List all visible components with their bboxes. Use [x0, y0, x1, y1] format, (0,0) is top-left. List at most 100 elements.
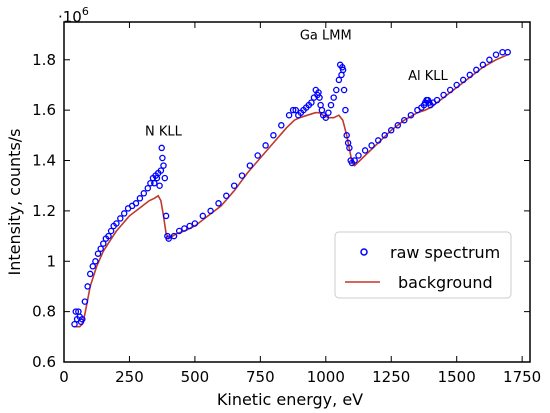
raw-spectrum-point: [207, 207, 214, 215]
legend-label-background: background: [398, 273, 493, 292]
x-tick-label: 1750: [503, 368, 541, 386]
raw-spectrum-point: [440, 91, 447, 99]
raw-spectrum-point: [97, 245, 104, 252]
raw-spectrum-point: [361, 147, 369, 154]
raw-spectrum-point: [161, 174, 169, 182]
raw-spectrum-point: [262, 142, 269, 149]
legend-label-raw-spectrum: raw spectrum: [390, 243, 500, 262]
raw-spectrum-point: [459, 76, 467, 84]
y-axis-title: Intensity, counts/s: [5, 128, 24, 275]
raw-spectrum-point: [117, 215, 124, 222]
raw-spectrum-point: [71, 320, 78, 328]
raw-spectrum-point: [165, 235, 172, 242]
raw-spectrum-point: [285, 111, 293, 119]
background-line: [74, 53, 509, 328]
raw-spectrum-point: [223, 192, 230, 200]
y-tick-label: 1.4: [32, 152, 56, 170]
peak-annotations: N KLL Ga LMM Al KLL: [145, 29, 448, 140]
y-tick-label: 0.6: [32, 353, 56, 371]
plot-frame: [63, 21, 531, 363]
raw-spectrum-point: [316, 94, 323, 101]
x-tick-label: 500: [181, 368, 210, 386]
raw-spectrum-point: [342, 106, 349, 114]
raw-spectrum-point: [162, 212, 170, 220]
raw-spectrum-point: [94, 250, 102, 257]
raw-spectrum-point: [175, 227, 183, 235]
raw-spectrum-point: [346, 144, 353, 152]
raw-spectrum-point: [270, 132, 277, 139]
raw-spectrum-point: [278, 122, 285, 129]
raw-spectrum-point: [333, 86, 340, 94]
raw-spectrum-point: [72, 308, 80, 315]
raw-spectrum-point: [433, 96, 441, 104]
raw-spectrum-point: [407, 111, 415, 119]
raw-spectrum-point: [159, 154, 166, 162]
raw-spectrum-point: [89, 263, 97, 270]
raw-spectrum-point: [140, 190, 148, 197]
peak-annotation: N KLL: [145, 124, 183, 139]
raw-spectrum-point: [144, 184, 152, 192]
raw-spectrum-point: [86, 270, 94, 278]
x-tick-label: 0: [59, 368, 69, 386]
raw-spectrum-point: [199, 212, 207, 220]
raw-spectrum-point: [466, 71, 474, 79]
raw-spectrum-point: [343, 132, 350, 139]
raw-spectrum-point: [238, 172, 246, 179]
raw-spectrum-point: [340, 86, 348, 94]
x-tick-label: 1000: [307, 368, 345, 386]
raw-spectrum-point: [492, 51, 500, 58]
x-tick-label: 1250: [372, 368, 410, 386]
raw-spectrum-point: [170, 232, 178, 240]
x-axis-title: Kinetic energy, eV: [217, 390, 363, 409]
raw-spectrum-point: [330, 94, 337, 101]
raw-spectrum-point: [105, 232, 112, 240]
raw-spectrum-point: [401, 116, 408, 124]
raw-spectrum-point: [79, 315, 86, 323]
raw-spectrum-point: [158, 144, 165, 152]
raw-spectrum-point: [289, 106, 297, 114]
raw-spectrum-point: [394, 122, 402, 129]
raw-spectrum-point: [191, 220, 199, 227]
raw-spectrum-point: [374, 137, 382, 144]
raw-spectrum-point: [113, 220, 120, 227]
raw-spectrum-point: [157, 167, 165, 174]
raw-spectrum-point: [156, 182, 163, 189]
raw-spectrum-point: [355, 152, 362, 159]
peak-annotation: Al KLL: [408, 69, 448, 84]
x-tick-label: 1500: [438, 368, 476, 386]
raw-spectrum-point: [292, 106, 299, 114]
raw-spectrum-point: [387, 127, 395, 134]
background-series-layer: [74, 53, 509, 328]
raw-spectrum-point: [215, 200, 222, 207]
raw-spectrum-point: [351, 157, 358, 164]
y-tick-label: 1.8: [32, 51, 56, 69]
legend-marker-raw-spectrum: [360, 248, 368, 256]
raw-spectrum-point: [504, 48, 511, 56]
raw-spectrum-point: [479, 61, 487, 69]
raw-spectrum-point: [486, 56, 493, 64]
raw-spectrum-point: [325, 109, 332, 116]
raw-spectrum-point: [147, 179, 154, 187]
raw-spectrum-point: [322, 114, 330, 121]
raw-spectrum-point: [160, 162, 167, 169]
raw-spectrum-point: [120, 210, 128, 217]
y-axis-ticks: 0.6 0.8 1 1.2 1.4 1.6 1.8: [32, 51, 530, 371]
y-tick-label: 0.8: [32, 303, 56, 321]
raw-spectrum-point: [84, 283, 91, 290]
raw-spectrum-point: [381, 132, 388, 139]
raw-spectrum-point: [335, 76, 343, 84]
raw-spectrum-point: [327, 101, 335, 109]
raw-spectrum-point: [107, 227, 115, 235]
raw-spectrum-point: [254, 152, 261, 159]
raw-spectrum-point: [132, 200, 140, 207]
x-tick-label: 750: [246, 368, 275, 386]
raw-spectrum-point: [136, 195, 144, 202]
raw-spectrum-point: [92, 258, 99, 265]
raw-spectrum-point: [230, 182, 238, 189]
y-tick-label: 1.6: [32, 101, 56, 119]
x-axis-ticks: 0 250 500 750 1000 1250 1500 1750: [59, 22, 541, 386]
raw-spectrum-point: [100, 240, 107, 247]
raw-spectrum-point: [151, 179, 158, 187]
